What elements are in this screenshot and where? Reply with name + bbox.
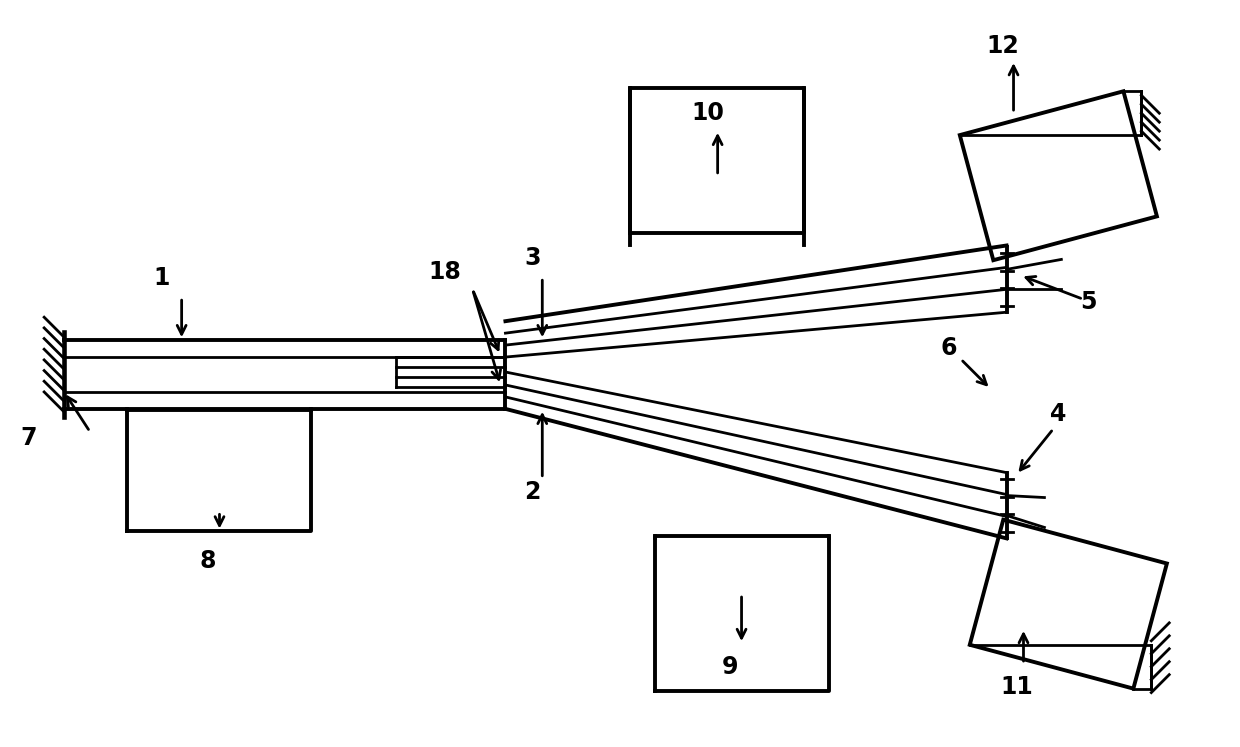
Text: 8: 8 [200, 549, 216, 573]
Text: 1: 1 [154, 267, 170, 291]
Text: 9: 9 [722, 655, 738, 679]
Text: 6: 6 [941, 336, 957, 360]
Text: 5: 5 [1080, 291, 1097, 314]
Text: 2: 2 [525, 480, 541, 503]
Text: 10: 10 [692, 101, 724, 125]
Text: 3: 3 [525, 247, 541, 270]
Text: 4: 4 [1050, 402, 1066, 426]
Text: 18: 18 [429, 261, 461, 285]
Text: 12: 12 [987, 34, 1019, 58]
Text: 7: 7 [20, 426, 37, 450]
Text: 11: 11 [1001, 675, 1033, 698]
